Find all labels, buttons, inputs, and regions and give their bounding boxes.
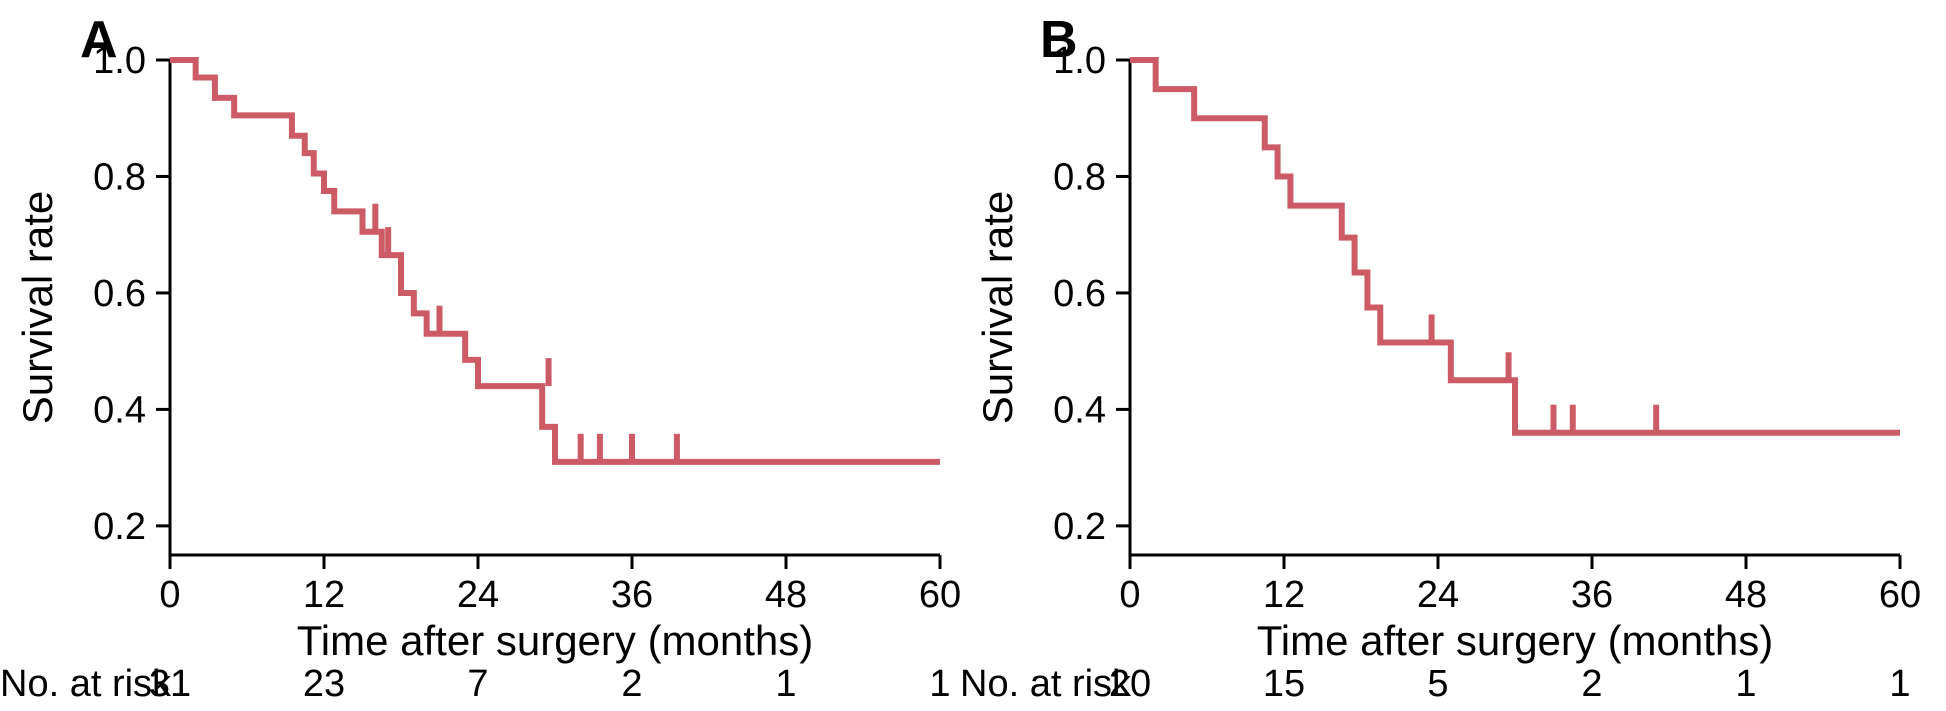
x-tick-label: 36 [611,574,653,616]
y-tick-label: 1.0 [1053,40,1106,82]
risk-value: 1 [929,663,950,705]
risk-value: 1 [1889,663,1910,705]
x-tick-label: 48 [765,574,807,616]
y-tick-label: 0.6 [1053,273,1106,315]
risk-value: 1 [775,663,796,705]
x-tick-label: 24 [457,574,499,616]
risk-value: 2 [621,663,642,705]
x-tick-label: 60 [1879,574,1921,616]
km-curve-a [170,60,940,462]
y-tick-label: 1.0 [93,40,146,82]
y-axis-title: Survival rate [14,191,61,424]
y-axis-title: Survival rate [974,191,1021,424]
x-tick-label: 48 [1725,574,1767,616]
y-tick-label: 0.8 [1053,156,1106,198]
x-axis-title: Time after surgery (months) [297,617,814,664]
x-tick-label: 12 [1263,574,1305,616]
risk-value: 20 [1109,663,1151,705]
x-axis-title: Time after surgery (months) [1257,617,1774,664]
x-tick-label: 60 [919,574,961,616]
x-tick-label: 0 [1119,574,1140,616]
y-tick-label: 0.6 [93,273,146,315]
risk-label-a: No. at risk [0,663,172,705]
x-tick-label: 24 [1417,574,1459,616]
x-tick-label: 0 [159,574,180,616]
risk-value: 15 [1263,663,1305,705]
risk-value: 1 [1735,663,1756,705]
y-tick-label: 0.2 [1053,506,1106,548]
y-tick-label: 0.8 [93,156,146,198]
figure: A0.20.40.60.81.001224364860Time after su… [0,0,1946,711]
y-tick-label: 0.4 [1053,389,1106,431]
y-tick-label: 0.2 [93,506,146,548]
y-tick-label: 0.4 [93,389,146,431]
x-tick-label: 36 [1571,574,1613,616]
x-tick-label: 12 [303,574,345,616]
risk-value: 7 [467,663,488,705]
risk-value: 31 [149,663,191,705]
risk-label-b: No. at risk [960,663,1132,705]
km-curve-b [1130,60,1900,433]
risk-value: 5 [1427,663,1448,705]
risk-value: 23 [303,663,345,705]
risk-value: 2 [1581,663,1602,705]
